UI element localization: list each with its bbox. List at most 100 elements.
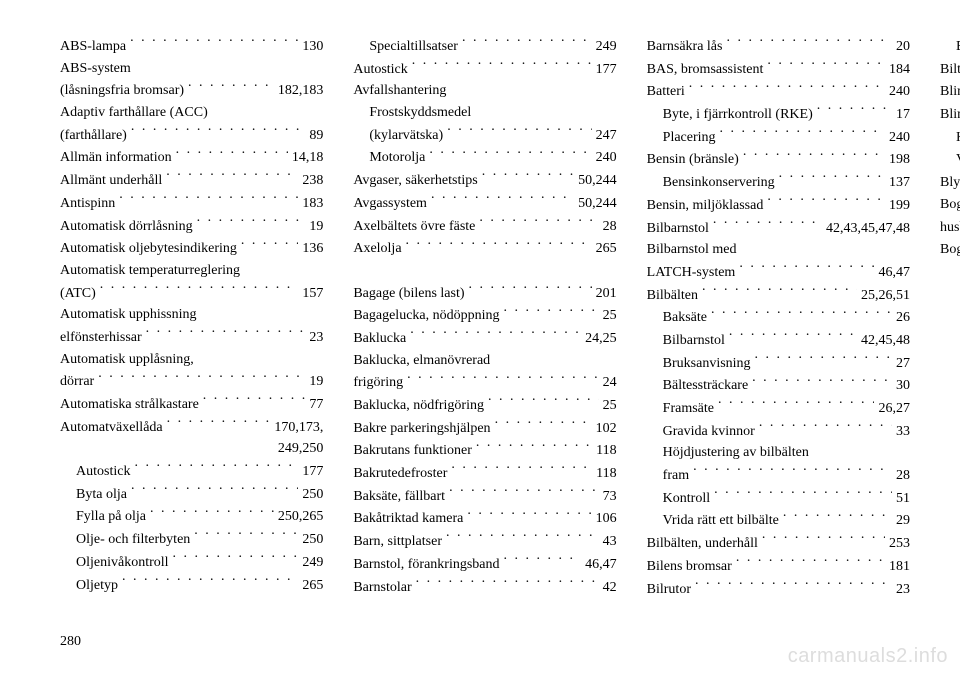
index-entry: Bilbarnstol med <box>647 239 910 261</box>
index-entry: Motorolja240 <box>353 146 616 169</box>
index-page: 183 <box>302 193 323 215</box>
index-entry: Avgaser, säkerhetstips50,244 <box>353 169 616 192</box>
leader-dots <box>241 237 298 252</box>
index-page: 201 <box>596 283 617 305</box>
index-label: Adaptiv farthållare (ACC) <box>60 102 208 124</box>
leader-dots <box>482 169 574 184</box>
index-label: Automatisk dörrlåsning <box>60 216 193 238</box>
index-label: Barnstolar <box>353 577 411 599</box>
leader-dots <box>693 464 892 479</box>
index-page: 199 <box>889 195 910 217</box>
index-entry: husbil211 <box>940 216 960 239</box>
leader-dots <box>488 394 599 409</box>
index-entry: Barnsäkra lås20 <box>647 35 910 58</box>
index-entry: Bogsera ett fordon bakom en <box>940 194 960 216</box>
index-page: 42,43,45,47,48 <box>826 218 910 240</box>
index-entry: 249,250 <box>60 438 323 460</box>
index-page: 250 <box>302 484 323 506</box>
leader-dots <box>119 192 298 207</box>
index-label: Placering <box>663 127 716 149</box>
index-label: (farthållare) <box>60 125 127 147</box>
index-page: 106 <box>596 508 617 530</box>
index-page: 198 <box>889 149 910 171</box>
index-page: 23 <box>309 327 323 349</box>
index-entry: Byte, i fjärrkontroll (RKE)17 <box>647 103 910 126</box>
index-label: Oljetyp <box>76 575 118 597</box>
index-entry: Bilrutor23 <box>647 578 910 601</box>
index-entry: Bilbälten, underhåll253 <box>647 532 910 555</box>
index-label: Automatväxellåda <box>60 417 163 439</box>
index-page: 46,47 <box>585 554 617 576</box>
index-label: Elfönsterhissar <box>956 36 960 58</box>
index-label: Blinkljus <box>940 104 960 126</box>
index-entry: Blinkljus52,80,126 <box>940 103 960 126</box>
index-page: 25,26,51 <box>861 285 910 307</box>
index-label: Automatisk temperaturreglering <box>60 260 240 282</box>
index-entry: dörrar19 <box>60 370 323 393</box>
index-entry: Avgassystem50,244 <box>353 192 616 215</box>
index-label: Bilbarnstol med <box>647 239 737 261</box>
index-page: 51 <box>896 488 910 510</box>
index-page: 25 <box>603 395 617 417</box>
index-page: 14,18 <box>292 147 324 169</box>
index-entry: (ATC)157 <box>60 282 323 305</box>
index-page: 42,45,48 <box>861 330 910 352</box>
index-label: Batteri <box>647 81 685 103</box>
index-label: Autostick <box>76 461 130 483</box>
index-page: 17 <box>896 104 910 126</box>
index-label: Höjdjustering av bilbälten <box>663 442 809 464</box>
leader-dots <box>504 304 599 319</box>
index-entry: fram28 <box>647 464 910 487</box>
index-label: (kylarvätska) <box>369 125 443 147</box>
index-label: fram <box>663 465 689 487</box>
index-entry: Höjdjustering av bilbälten <box>647 442 910 464</box>
index-page: 89 <box>309 125 323 147</box>
index-entry: Varningsblinkers215 <box>940 148 960 171</box>
index-page: 118 <box>596 463 616 485</box>
leader-dots <box>762 532 885 547</box>
index-page: 25 <box>603 305 617 327</box>
index-entry: Oljetyp 265 <box>60 574 323 597</box>
leader-dots <box>714 487 892 502</box>
index-label: ABS-system <box>60 58 131 80</box>
index-label: Baksäte <box>663 307 707 329</box>
index-entry: Bältessträckare30 <box>647 374 910 397</box>
index-label: Bogsera ett fordon bakom en <box>940 194 960 216</box>
index-label: Bruksanvisning <box>663 353 751 375</box>
leader-dots <box>166 169 298 184</box>
index-page: 19 <box>309 216 323 238</box>
index-entry: ABS-lampa130 <box>60 35 323 58</box>
index-entry: Kontroll51 <box>647 487 910 510</box>
index-entry: (kylarvätska) 247 <box>353 124 616 147</box>
leader-dots <box>98 370 305 385</box>
leader-dots <box>713 217 822 232</box>
leader-dots <box>779 171 885 186</box>
index-label: Bilrutor <box>647 579 691 601</box>
index-entry: Baksäte26 <box>647 306 910 329</box>
leader-dots <box>729 329 857 344</box>
index-label: Baksäte, fällbart <box>353 486 445 508</box>
index-entry: Barnstol, förankringsband46,47 <box>353 553 616 576</box>
index-page: 265 <box>302 575 323 597</box>
index-label: Gravida kvinnor <box>663 421 755 443</box>
index-page: 46,47 <box>878 262 910 284</box>
index-label: Biltvätt <box>940 59 960 81</box>
leader-dots <box>150 505 274 520</box>
leader-dots <box>167 416 271 431</box>
leader-dots <box>695 578 892 593</box>
leader-dots <box>410 327 581 342</box>
index-entry: Bilbarnstol42,43,45,47,48 <box>647 217 910 240</box>
index-label: BAS, bromsassistent <box>647 59 764 81</box>
index-page: 247 <box>596 125 617 147</box>
index-entry: Axelbältets övre fäste28 <box>353 215 616 238</box>
index-page: 73 <box>603 486 617 508</box>
index-label: Specialtillsatser <box>369 36 458 58</box>
index-label: Blyfri bensin <box>940 172 960 194</box>
index-page: 26,27 <box>878 398 910 420</box>
index-entry: Fylla på olja250,265 <box>60 505 323 528</box>
leader-dots <box>194 528 298 543</box>
watermark: carmanuals2.info <box>788 645 948 668</box>
leader-dots <box>197 215 306 230</box>
index-entry: Blyfri bensin198 <box>940 171 960 194</box>
index-label: Avgaser, säkerhetstips <box>353 170 477 192</box>
